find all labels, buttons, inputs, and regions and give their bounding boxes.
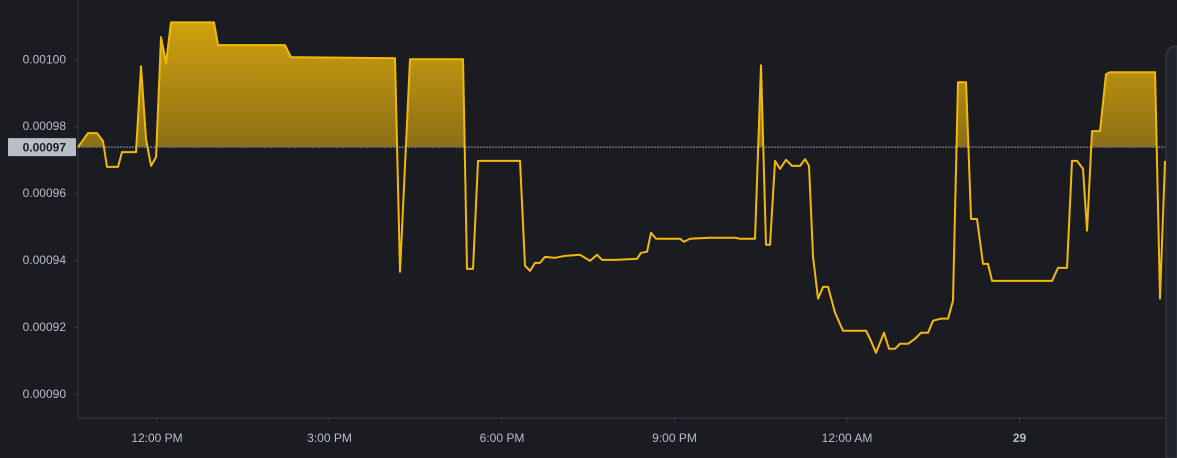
- x-tick-label: 12:00 AM: [822, 431, 873, 445]
- x-tick-label: 29: [1013, 431, 1027, 445]
- x-tick-label: 12:00 PM: [131, 431, 182, 445]
- side-panel-edge: [1165, 45, 1177, 458]
- x-tick-label: 3:00 PM: [307, 431, 352, 445]
- baseline-label: 0.00097: [23, 140, 67, 154]
- y-tick-label: 0.00092: [23, 320, 67, 334]
- area-fill: [78, 22, 1165, 148]
- y-tick-label: 0.00098: [23, 119, 67, 133]
- x-tick-label: 9:00 PM: [652, 431, 697, 445]
- y-tick-label: 0.00094: [23, 253, 67, 267]
- baseline-label-bg: [8, 138, 76, 157]
- y-tick-label: 0.00096: [23, 186, 67, 200]
- x-tick-label: 6:00 PM: [480, 431, 525, 445]
- y-tick-label: 0.00090: [23, 387, 67, 401]
- price-line: [77, 21, 1166, 354]
- y-tick-label: 0.00100: [23, 52, 67, 66]
